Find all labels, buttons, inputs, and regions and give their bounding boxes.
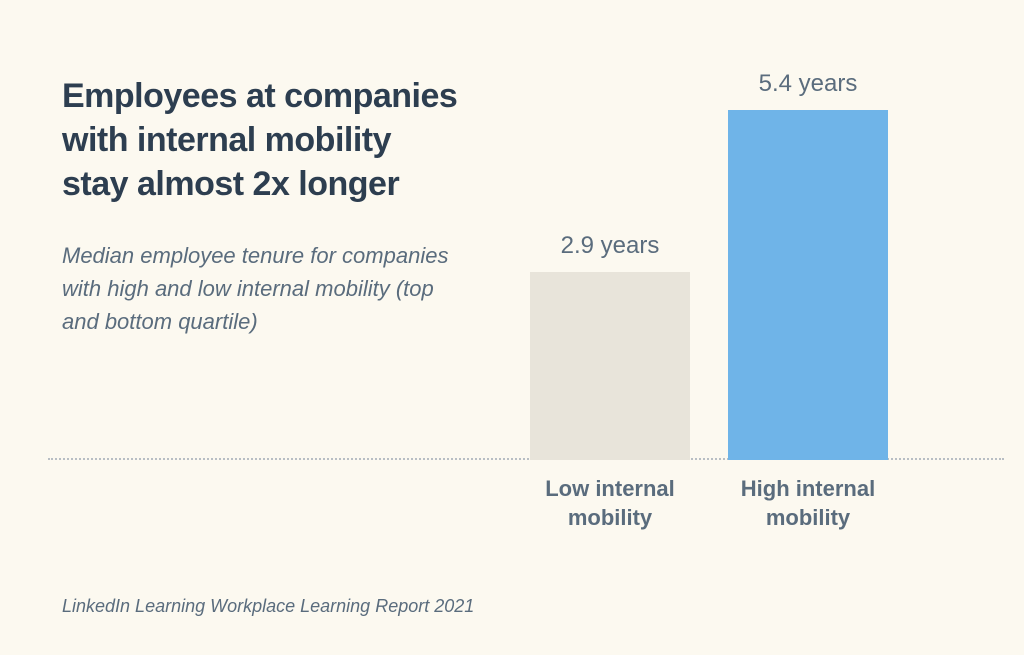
infographic-container: Employees at companies with internal mob… xyxy=(0,0,1024,655)
bar-value-label: 2.9 years xyxy=(561,232,660,260)
bar-group: 2.9 years xyxy=(530,232,690,460)
chart-area: 2.9 years 5.4 years xyxy=(0,60,1024,460)
bar-value-label: 5.4 years xyxy=(759,70,858,98)
bar-labels-container: Low internalmobility High internalmobilit… xyxy=(530,475,888,532)
bar-group-container: 2.9 years 5.4 years xyxy=(530,70,888,460)
source-attribution: LinkedIn Learning Workplace Learning Rep… xyxy=(62,596,474,617)
bar-group: 5.4 years xyxy=(728,70,888,460)
bar-category-label: Low internalmobility xyxy=(530,475,690,532)
bar-category-label: High internalmobility xyxy=(728,475,888,532)
bar xyxy=(728,110,888,460)
bar xyxy=(530,272,690,460)
